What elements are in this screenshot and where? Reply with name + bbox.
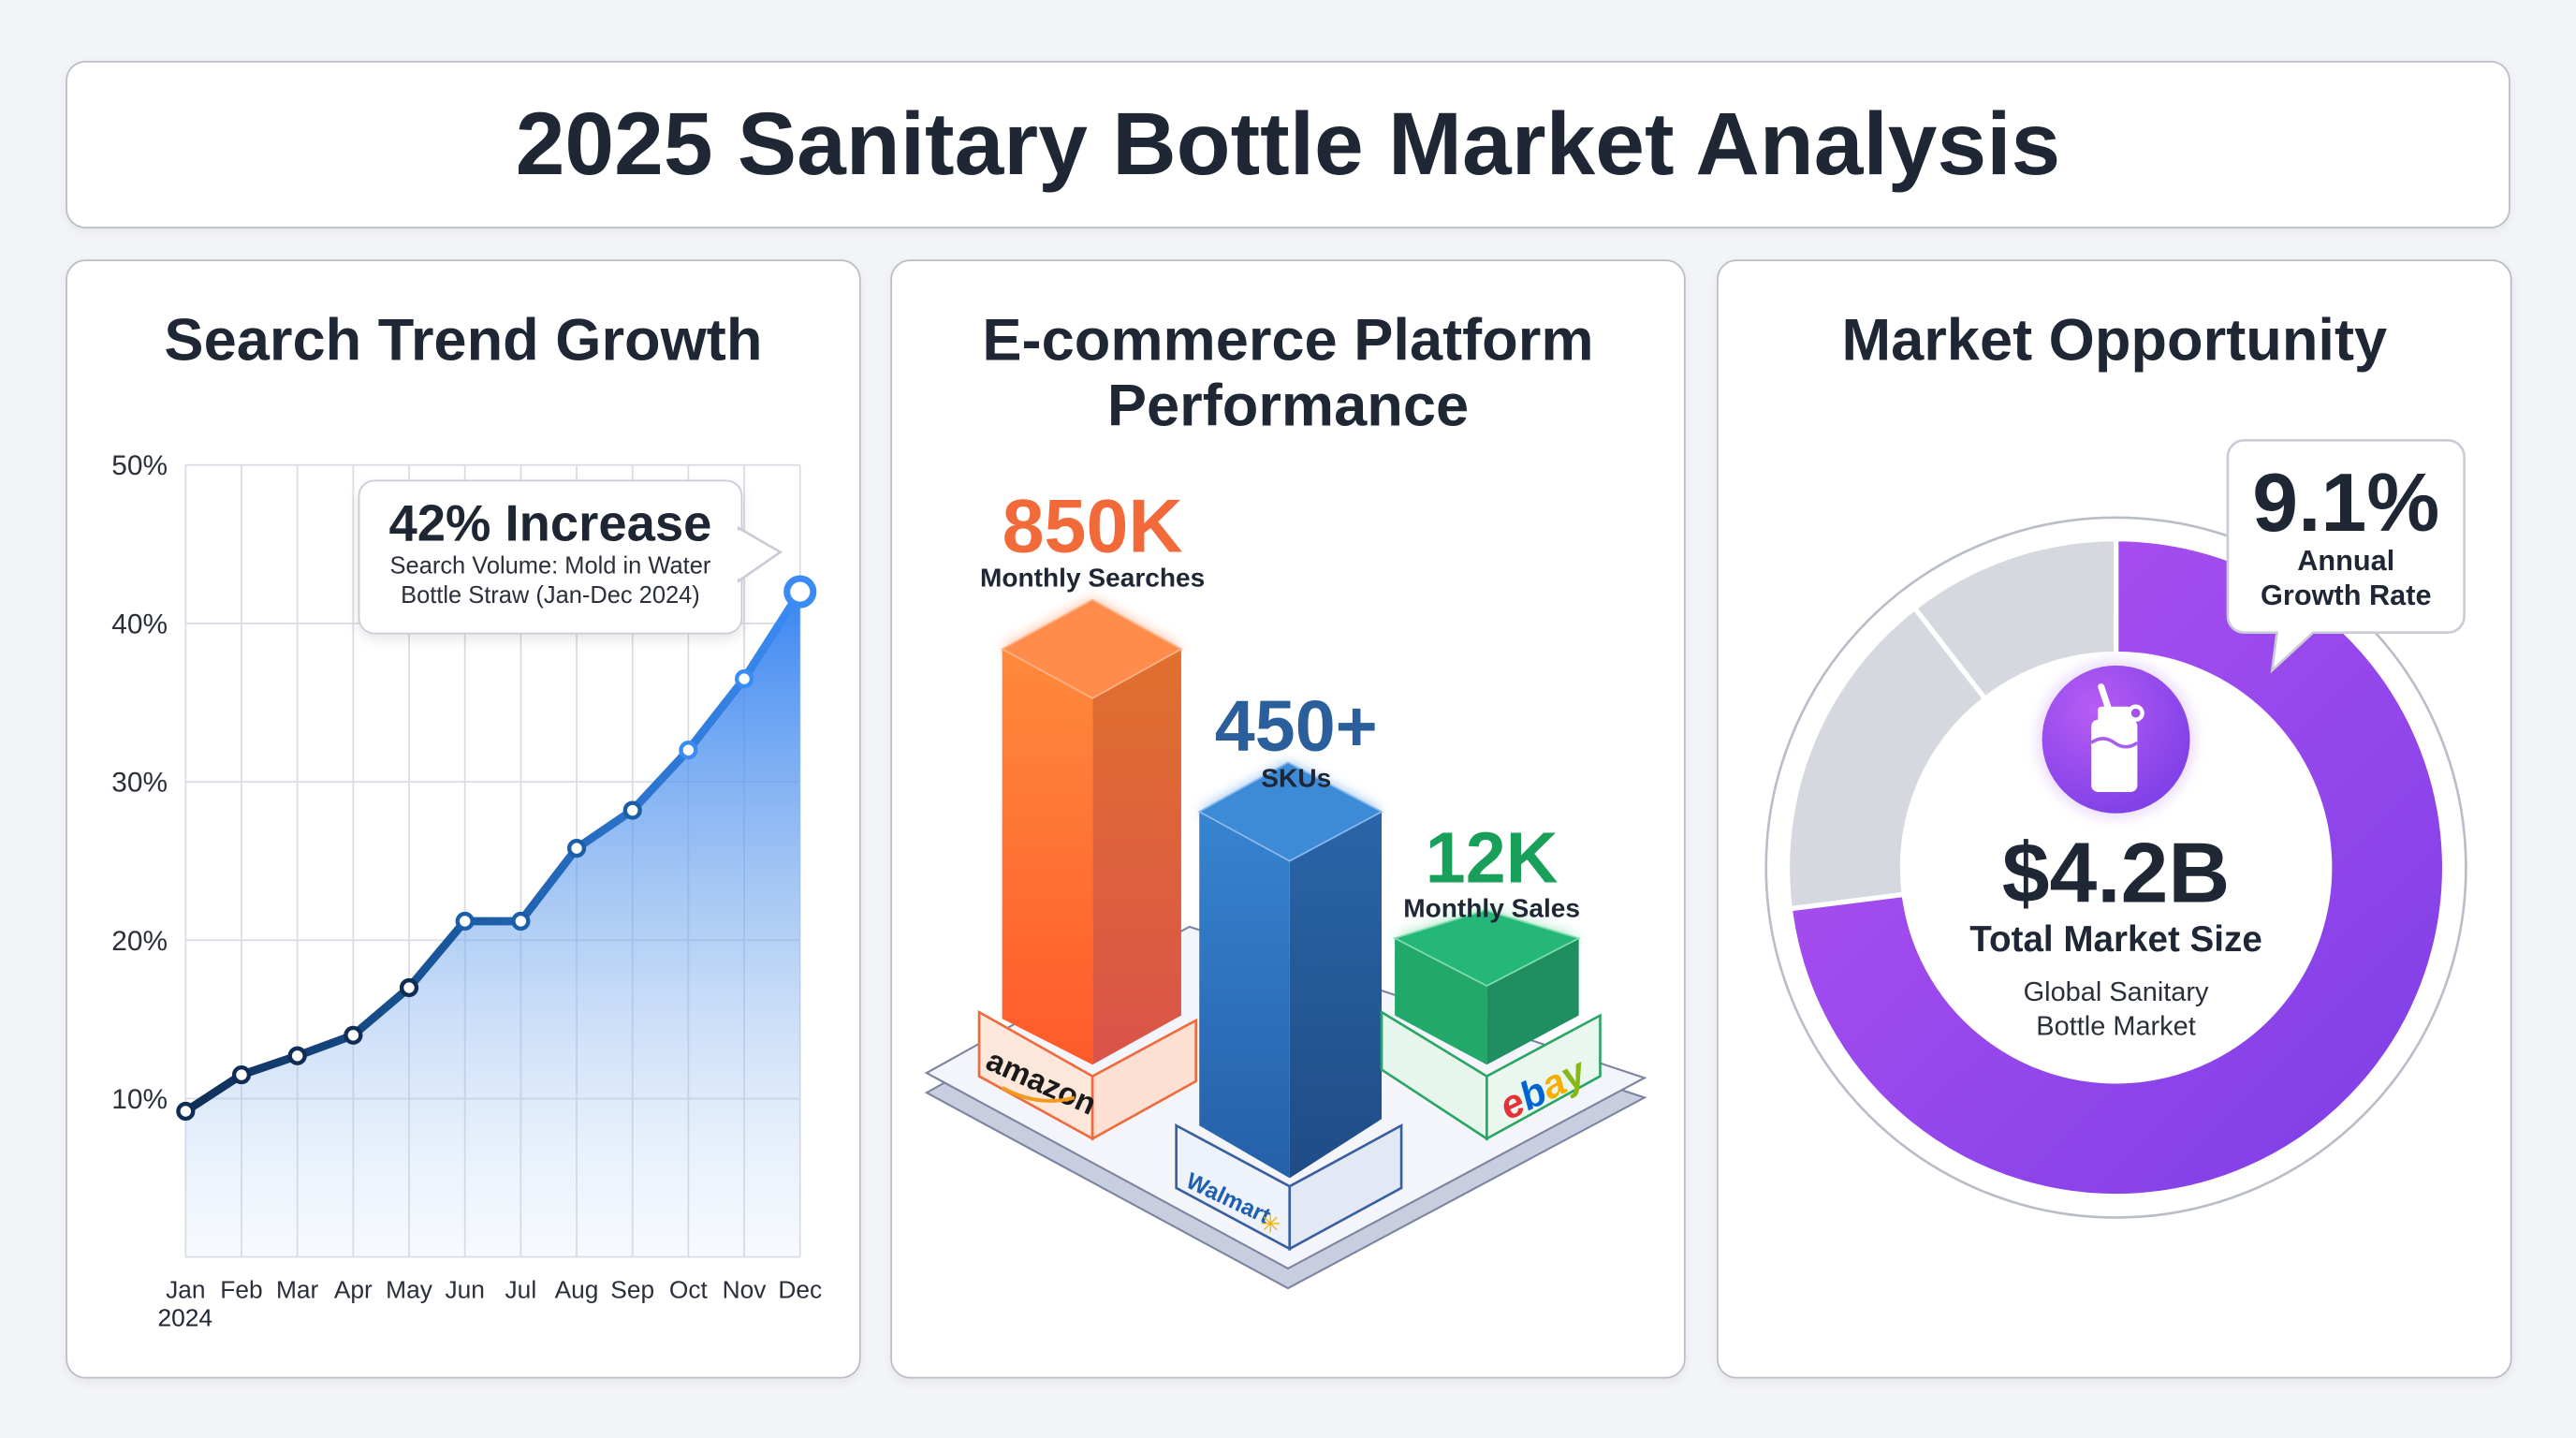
data-point-aug — [566, 839, 587, 858]
x-tick-label: Apr — [334, 1276, 373, 1304]
panel-heading-line1: E-commerce Platform — [982, 305, 1594, 374]
walmart-spark-icon: ✳ — [1260, 1210, 1281, 1238]
bar-amazon — [977, 598, 1198, 1141]
x-tick-label: Sep — [610, 1276, 654, 1304]
market-sub-line1: Global Sanitary — [2024, 977, 2209, 1007]
x-tick-label: Jul — [505, 1276, 537, 1304]
panel-heading: Search Trend Growth — [164, 305, 763, 374]
page-title: 2025 Sanitary Bottle Market Analysis — [515, 95, 2061, 195]
x-tick-label: Aug — [555, 1276, 599, 1304]
panel-heading-line2: Performance — [1106, 371, 1470, 439]
trend-callout: 42% Increase Search Volume: Mold in Wate… — [358, 479, 743, 635]
growth-rate-line1: Annual — [2297, 544, 2394, 577]
ebay-logo: ebay — [1493, 1049, 1595, 1128]
data-point-may — [399, 977, 419, 998]
growth-rate-line2: Growth Rate — [2261, 579, 2432, 611]
x-tick-label: Dec — [778, 1276, 822, 1304]
callout-line2: Bottle Straw (Jan-Dec 2024) — [401, 583, 700, 610]
callout-pointer — [738, 525, 783, 583]
y-tick-label: 50% — [111, 450, 168, 481]
ebay-value-label: 12K — [1426, 817, 1559, 898]
data-point-jun — [455, 911, 475, 932]
x-tick-label: Feb — [220, 1276, 262, 1304]
data-point-sep — [622, 800, 642, 820]
amazon-value-label: 850K — [1003, 485, 1183, 569]
water-bottle-icon — [2090, 683, 2144, 792]
callout-line1: Search Volume: Mold in Water — [389, 553, 711, 580]
walmart-metric-label: SKUs — [1261, 764, 1331, 793]
panel-heading: Market Opportunity — [1841, 305, 2388, 374]
growth-callout: 9.1% Annual Growth Rate — [2226, 439, 2466, 674]
trend-line — [183, 589, 804, 1115]
data-point-jan — [176, 1101, 196, 1122]
data-point-feb — [231, 1064, 252, 1085]
data-point-mar — [287, 1046, 307, 1065]
market-sub-line2: Bottle Market — [2036, 1012, 2195, 1042]
bar-ebay — [1380, 909, 1602, 1141]
ebay-metric-label: Monthly Sales — [1403, 893, 1580, 922]
x-tick-label: Jun — [445, 1276, 484, 1304]
y-tick-label: 20% — [111, 926, 168, 957]
data-point-dec — [783, 575, 817, 609]
amazon-smile-icon — [1001, 1086, 1076, 1103]
y-tick-label: 10% — [111, 1084, 168, 1115]
title-banner: 2025 Sanitary Bottle Market Analysis — [66, 60, 2510, 228]
x-tick-label: Nov — [723, 1276, 768, 1304]
x-tick-label: May — [386, 1276, 433, 1304]
market-size-value: $4.2B — [2002, 826, 2231, 921]
donut-center — [1902, 653, 2330, 1081]
walmart-value-label: 450+ — [1215, 686, 1378, 767]
data-point-jul — [511, 911, 531, 932]
growth-rate-value: 9.1% — [2252, 457, 2439, 549]
data-point-oct — [679, 741, 698, 760]
data-point-nov — [734, 669, 754, 689]
x-tick-label: Jan — [166, 1276, 205, 1304]
x-tick-label: Mar — [276, 1276, 319, 1304]
callout-headline: 42% Increase — [388, 494, 712, 552]
market-size-label: Total Market Size — [1969, 919, 2262, 960]
y-tick-label: 30% — [111, 768, 168, 799]
year-label: 2024 — [157, 1304, 213, 1333]
amazon-metric-label: Monthly Searches — [980, 564, 1205, 593]
x-tick-label: Oct — [669, 1276, 709, 1304]
data-point-apr — [344, 1025, 363, 1045]
y-tick-label: 40% — [111, 609, 168, 639]
bar-walmart — [1175, 761, 1403, 1252]
